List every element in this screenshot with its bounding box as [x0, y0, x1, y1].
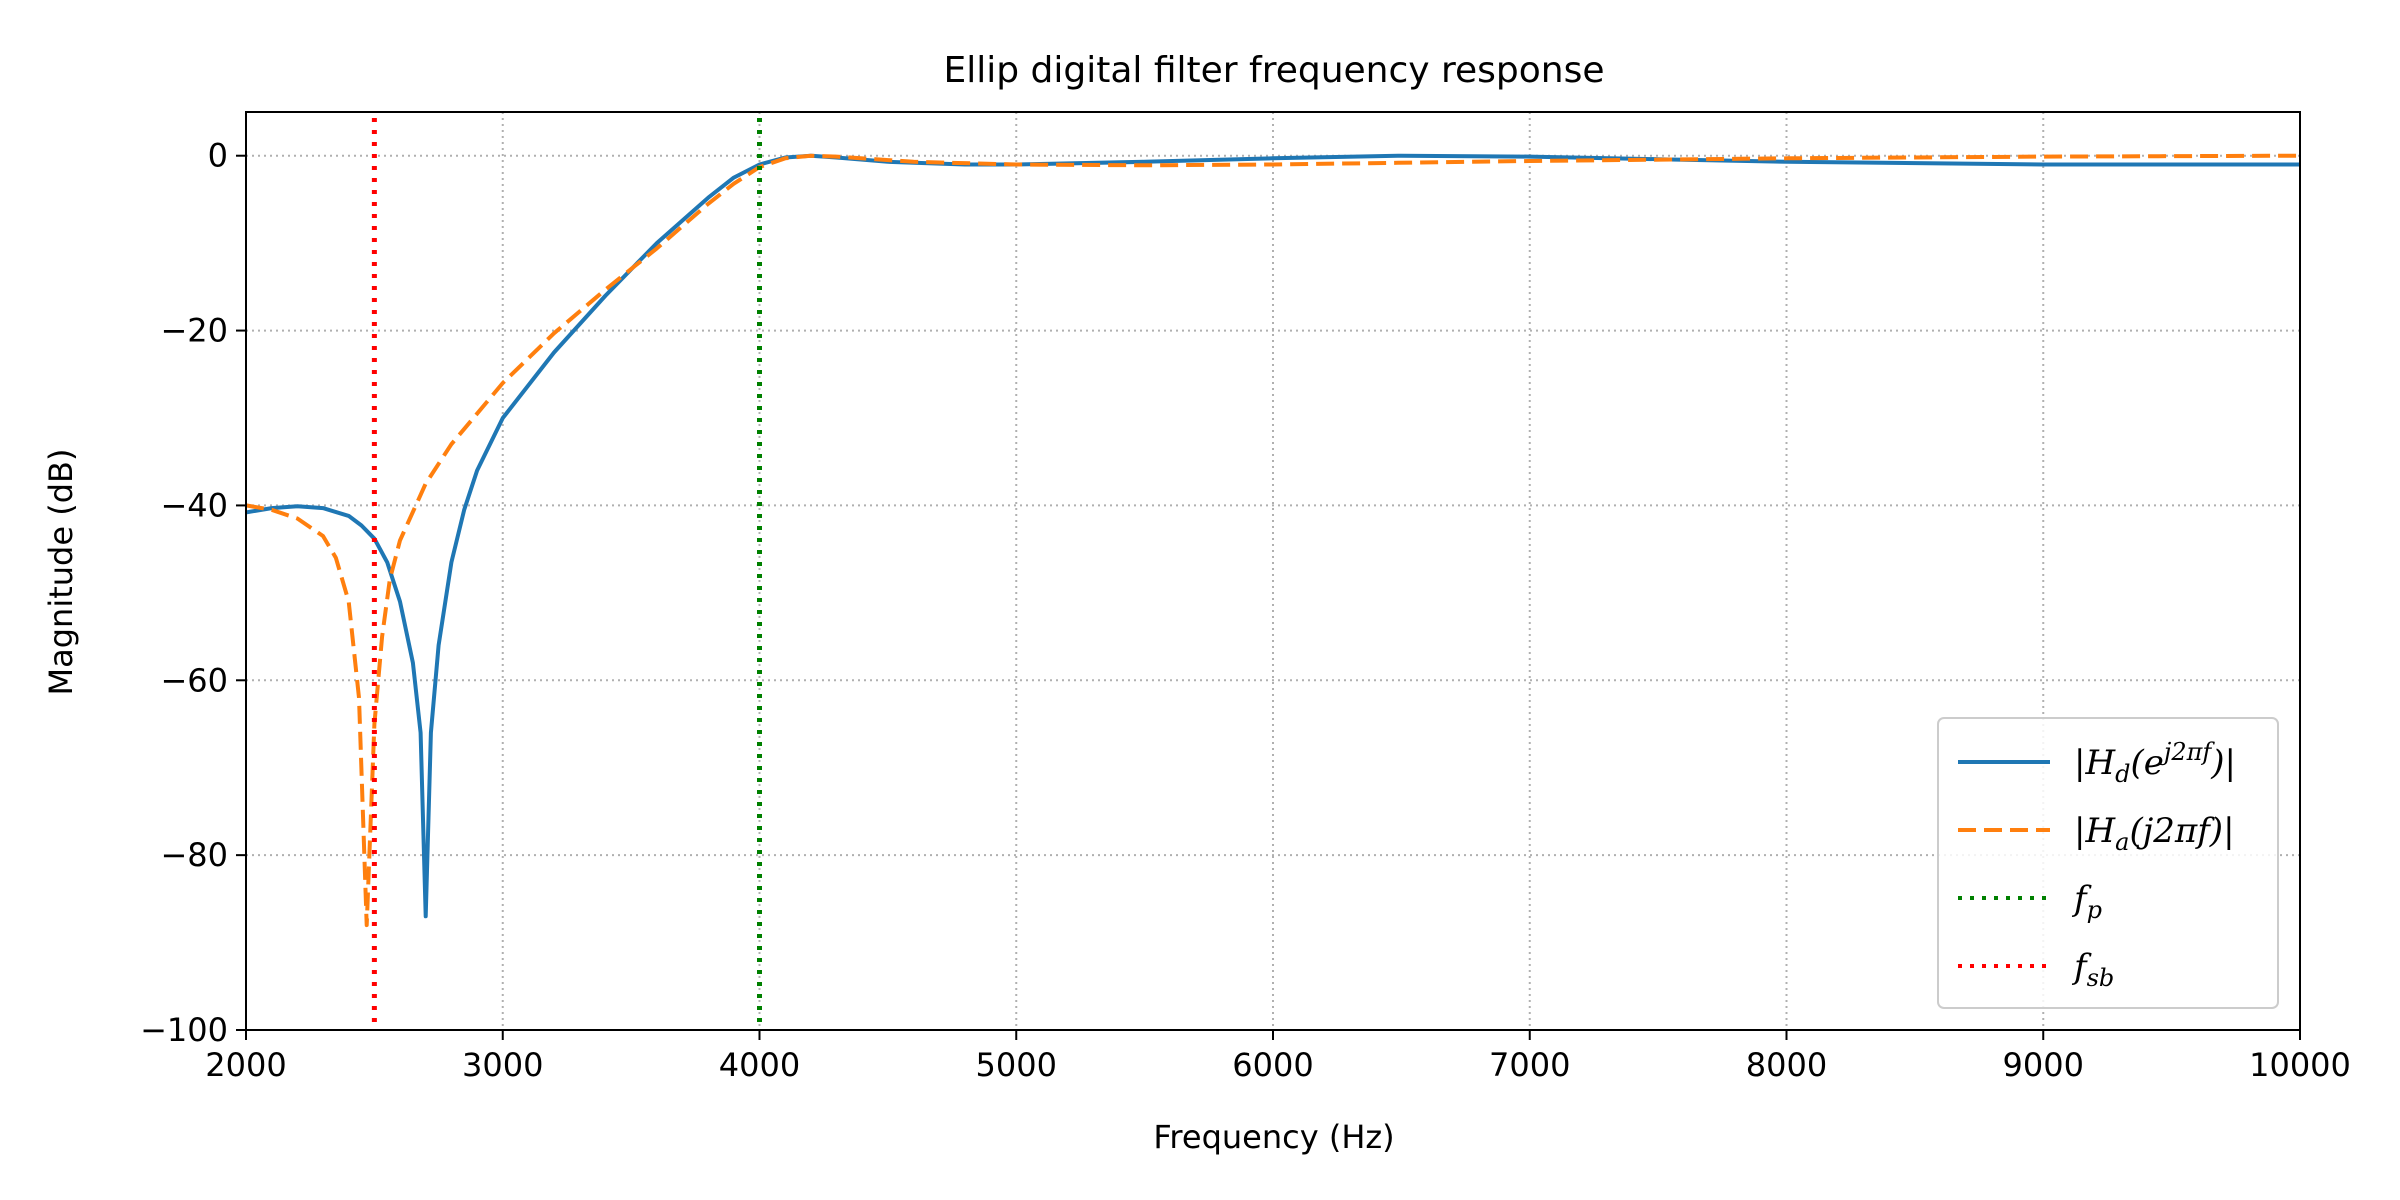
x-tick-label: 2000	[205, 1046, 286, 1084]
x-tick-label: 8000	[1746, 1046, 1827, 1084]
y-tick-label: −60	[160, 661, 228, 699]
x-tick-label: 6000	[1232, 1046, 1313, 1084]
y-axis-label: Magnitude (dB)	[42, 449, 80, 696]
series-group	[246, 118, 2300, 1030]
x-tick-label: 4000	[719, 1046, 800, 1084]
legend-label-sub: a	[2115, 828, 2129, 856]
y-tick-label: 0	[208, 137, 228, 175]
x-tick-label: 9000	[2003, 1046, 2084, 1084]
chart-title: Ellip digital filter frequency response	[943, 50, 1604, 91]
legend-label-sub: sb	[2087, 964, 2115, 992]
x-axis-label: Frequency (Hz)	[1153, 1118, 1394, 1156]
legend-label: |Hd(ej2πf)|	[2074, 738, 2236, 788]
axis-ticks: 2000 3000 4000 5000 6000 7000 8000 9000 10000 −10…	[140, 137, 2351, 1084]
y-tick-label: −80	[160, 836, 228, 874]
x-tick-label: 5000	[976, 1046, 1057, 1084]
x-tick-label: 7000	[1489, 1046, 1570, 1084]
legend-label-mid: (e	[2131, 743, 2164, 783]
legend-label-main: H	[2084, 743, 2116, 783]
plot-frame	[245, 111, 2301, 1031]
x-tick-label: 10000	[2249, 1046, 2351, 1084]
legend-label: |Ha(j2πf)|	[2074, 811, 2235, 856]
legend-label-base: |	[2074, 811, 2085, 851]
legend-label-base: |	[2074, 743, 2085, 783]
legend-label-sub: d	[2115, 760, 2130, 788]
legend-label-sub: p	[2087, 896, 2102, 924]
series-line-hd	[246, 153, 2300, 919]
legend-label-tail: )|	[2210, 743, 2236, 783]
y-tick-label: −40	[160, 486, 228, 524]
y-tick-label: −100	[140, 1011, 228, 1049]
x-tick-label: 3000	[462, 1046, 543, 1084]
legend-box	[1937, 717, 2279, 1009]
legend-label-sup: j2πf	[2159, 738, 2215, 766]
series-line-ha	[246, 153, 2300, 928]
legend-label-mid: (j2πf)|	[2129, 811, 2234, 851]
y-tick-label: −20	[160, 312, 228, 350]
legend-label-main: H	[2084, 811, 2116, 851]
